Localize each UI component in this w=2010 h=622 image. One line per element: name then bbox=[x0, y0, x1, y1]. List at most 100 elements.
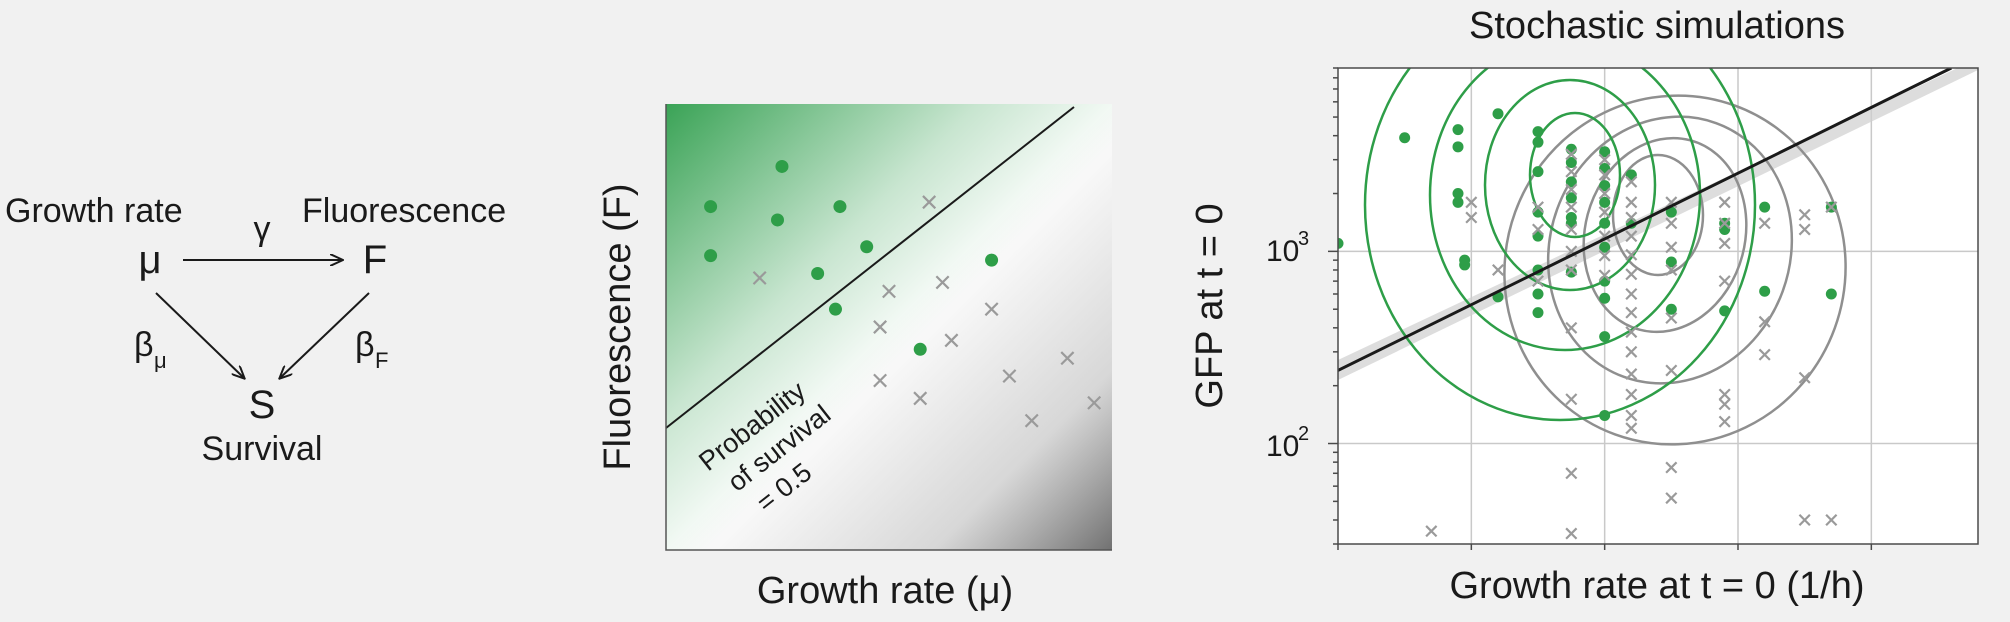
nonsurvivor-sim-point bbox=[1625, 409, 1638, 422]
nonsurvivor-point bbox=[913, 391, 928, 406]
fluorescence-label: Fluorescence bbox=[302, 192, 506, 230]
nonsurvivor-sim-point bbox=[1665, 492, 1678, 505]
survivor-sim-point bbox=[1599, 409, 1611, 421]
nonsurvivor-sim-point bbox=[1565, 527, 1578, 540]
nonsurvivor-sim-point bbox=[1565, 393, 1578, 406]
green-contour-3 bbox=[1483, 78, 1657, 292]
nonsurvivor-sim-point bbox=[1625, 196, 1638, 209]
survivor-sim-point bbox=[1599, 331, 1611, 343]
svg-text:10: 10 bbox=[1266, 235, 1299, 268]
nonsurvivor-point bbox=[873, 373, 888, 388]
mu-to-s-arrow bbox=[155, 292, 244, 378]
schematic-axes bbox=[665, 104, 1112, 551]
nonsurvivor-sim-point bbox=[1625, 345, 1638, 358]
survivor-sim-point bbox=[1719, 305, 1731, 317]
survivor-sim-point bbox=[1532, 166, 1544, 178]
survivor-sim-point bbox=[1599, 241, 1611, 253]
nonsurvivor-sim-point bbox=[1625, 211, 1638, 224]
nonsurvivor-sim-point bbox=[1625, 368, 1638, 381]
survival-label: Survival bbox=[202, 430, 323, 468]
svg-text:F: F bbox=[375, 348, 388, 373]
nonsurvivor-sim-point bbox=[1665, 364, 1678, 377]
nonsurvivor-sim-point bbox=[1625, 175, 1638, 188]
y-tick-label-1e2: 10 2 bbox=[1266, 423, 1309, 463]
survivor-sim-point bbox=[1599, 180, 1611, 192]
sim-y-label: GFP at t = 0 bbox=[1189, 203, 1231, 408]
nonsurvivor-sim-point bbox=[1565, 321, 1578, 334]
nonsurvivor-sim-point bbox=[1598, 249, 1611, 262]
nonsurvivor-sim-point bbox=[1718, 275, 1731, 288]
survivor-sim-point bbox=[1532, 136, 1544, 148]
nonsurvivor-point bbox=[1087, 395, 1102, 410]
nonsurvivor-sim-point bbox=[1565, 165, 1578, 178]
survivor-sim-point bbox=[1665, 303, 1677, 315]
survivor-point bbox=[704, 200, 718, 214]
svg-text:β: β bbox=[355, 326, 375, 364]
nonsurvivor-sim-point bbox=[1665, 461, 1678, 474]
svg-text:β: β bbox=[134, 326, 154, 364]
nonsurvivor-point bbox=[1002, 369, 1017, 384]
growth-rate-label: Growth rate bbox=[5, 192, 183, 230]
nonsurvivor-sim-point bbox=[1758, 348, 1771, 361]
mu-node: μ bbox=[138, 238, 161, 282]
nonsurvivor-sim-point bbox=[1598, 153, 1611, 166]
nonsurvivor-sim-point bbox=[1625, 268, 1638, 281]
nonsurvivor-sim-point bbox=[1798, 513, 1811, 526]
f-to-s-arrow bbox=[280, 292, 370, 378]
beta-f-label: β F bbox=[355, 326, 388, 373]
survivor-point bbox=[811, 266, 825, 280]
survivor-sim-point bbox=[1599, 196, 1611, 208]
causal-diagram: Growth rate Fluorescence μ F γ β μ β F S… bbox=[5, 192, 506, 468]
nonsurvivor-sim-point bbox=[1492, 263, 1504, 276]
schematic-data-points bbox=[704, 159, 1102, 428]
nonsurvivor-point bbox=[1060, 351, 1075, 366]
y-tick-label-1e3: 10 3 bbox=[1266, 228, 1309, 268]
nonsurvivor-sim-point bbox=[1758, 315, 1771, 328]
nonsurvivor-sim-point bbox=[1565, 263, 1578, 276]
nonsurvivor-sim-point bbox=[1465, 211, 1478, 224]
svg-text:3: 3 bbox=[1298, 228, 1309, 250]
survivor-sim-point bbox=[1565, 176, 1577, 188]
survivor-sim-point bbox=[1532, 126, 1544, 138]
green-contour-4 bbox=[1528, 111, 1622, 239]
f-node: F bbox=[363, 238, 387, 282]
nonsurvivor-sim-point bbox=[1625, 230, 1638, 243]
nonsurvivor-point bbox=[1024, 413, 1039, 428]
nonsurvivor-sim-point bbox=[1798, 371, 1811, 384]
survivor-sim-point bbox=[1825, 288, 1837, 300]
nonsurvivor-sim-point bbox=[1665, 312, 1678, 325]
gray-contour-4 bbox=[1611, 153, 1705, 277]
nonsurvivor-point bbox=[944, 333, 959, 348]
nonsurvivor-sim-point bbox=[1598, 269, 1611, 282]
simulation-panel: Stochastic simulations 10 3 bbox=[1189, 5, 1979, 607]
nonsurvivor-sim-point bbox=[1465, 196, 1478, 209]
survivor-sim-point bbox=[1399, 132, 1411, 144]
nonsurvivor-sim-point bbox=[1665, 241, 1678, 254]
gamma-label: γ bbox=[254, 210, 271, 248]
survivor-sim-point bbox=[1565, 266, 1577, 278]
beta-mu-label: β μ bbox=[134, 326, 167, 373]
death-gradient bbox=[666, 104, 1112, 550]
survivor-point bbox=[775, 159, 789, 173]
sim-y-ticks bbox=[1328, 67, 1873, 550]
nonsurvivor-point bbox=[873, 320, 888, 334]
nonsurvivor-sim-point bbox=[1425, 525, 1438, 538]
nonsurvivor-point bbox=[922, 195, 937, 210]
survivor-point bbox=[833, 200, 847, 214]
nonsurvivor-sim-point bbox=[1625, 306, 1638, 319]
survivor-point bbox=[913, 342, 927, 356]
nonsurvivor-sim-point bbox=[1565, 223, 1578, 236]
nonsurvivor-sim-point bbox=[1718, 415, 1731, 428]
nonsurvivor-sim-point bbox=[1565, 148, 1578, 161]
nonsurvivor-point bbox=[882, 284, 896, 299]
survivor-point bbox=[771, 213, 784, 227]
nonsurvivor-sim-point bbox=[1798, 208, 1811, 221]
survivor-point bbox=[828, 302, 842, 316]
sim-data-points bbox=[1338, 108, 1838, 540]
nonsurvivor-sim-point bbox=[1598, 168, 1611, 181]
nonsurvivor-sim-point bbox=[1718, 237, 1731, 250]
nonsurvivor-sim-point bbox=[1718, 196, 1731, 209]
decision-boundary bbox=[665, 106, 1075, 429]
survivor-sim-point bbox=[1532, 288, 1544, 300]
